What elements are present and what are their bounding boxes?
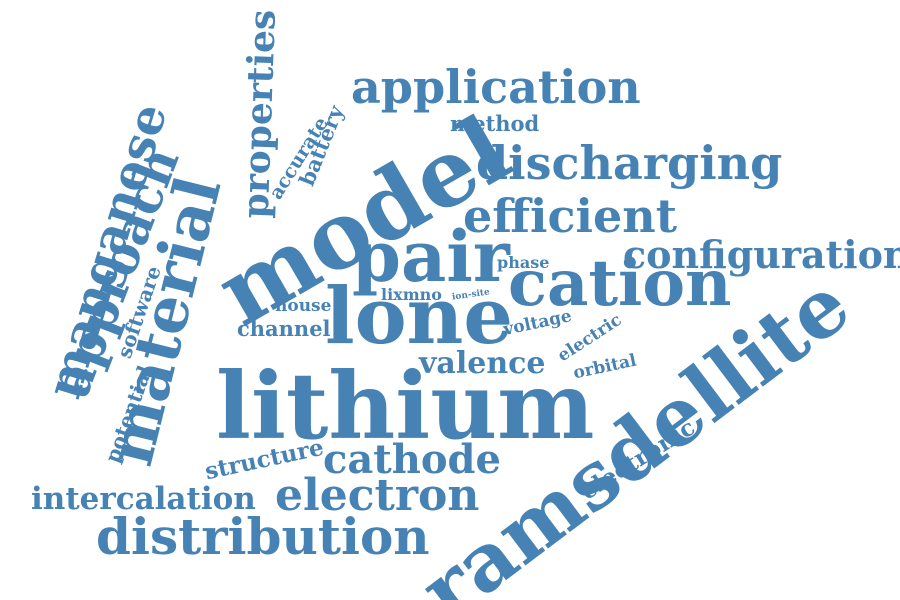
word-intercalation: intercalation — [31, 481, 256, 517]
word-application: application — [351, 60, 641, 114]
word-lone: lone — [325, 271, 513, 362]
word-lixmno: lixmno — [381, 285, 442, 304]
word-valence: valence — [419, 346, 546, 381]
word-cathode: cathode — [323, 436, 501, 483]
word-distribution: distribution — [96, 507, 430, 566]
word-discharging: discharging — [476, 136, 783, 190]
word-configuration: configuration — [623, 232, 900, 277]
word-method: method — [450, 111, 540, 136]
word-efficient: efficient — [463, 189, 677, 243]
word-lithium: lithium — [216, 352, 595, 460]
word-house: house — [275, 296, 332, 316]
word-channel: channel — [237, 316, 331, 341]
word-electron: electron — [275, 470, 480, 521]
word-pair: pair — [352, 215, 510, 298]
word-phase: phase — [497, 253, 550, 272]
word-cation: cation — [508, 246, 732, 321]
